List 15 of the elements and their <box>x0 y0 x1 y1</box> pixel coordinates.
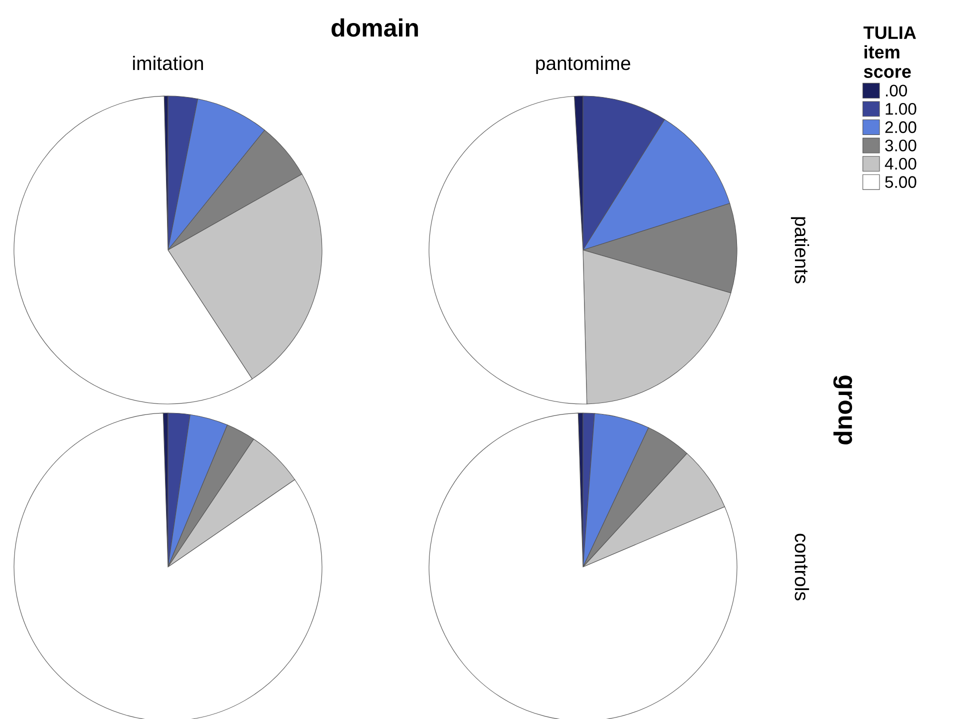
text: group <box>833 376 852 444</box>
legend-label: 1.00 <box>886 103 916 115</box>
legend-label: 4.00 <box>884 158 916 170</box>
legend-title: TULIA item score <box>864 26 916 78</box>
chart-title: pantomime <box>536 56 630 74</box>
text: patients <box>790 217 810 284</box>
pie-slice <box>14 412 322 719</box>
legend-label: .00 <box>886 84 908 97</box>
pie-slice <box>428 412 738 719</box>
legend-label: 3.00 <box>885 140 916 152</box>
legend-label: 2.00 <box>885 121 916 134</box>
text: controls <box>794 534 810 600</box>
text: domain <box>332 18 418 37</box>
legend-label: 5.00 <box>885 176 916 188</box>
chart-title: imitation <box>133 56 203 70</box>
